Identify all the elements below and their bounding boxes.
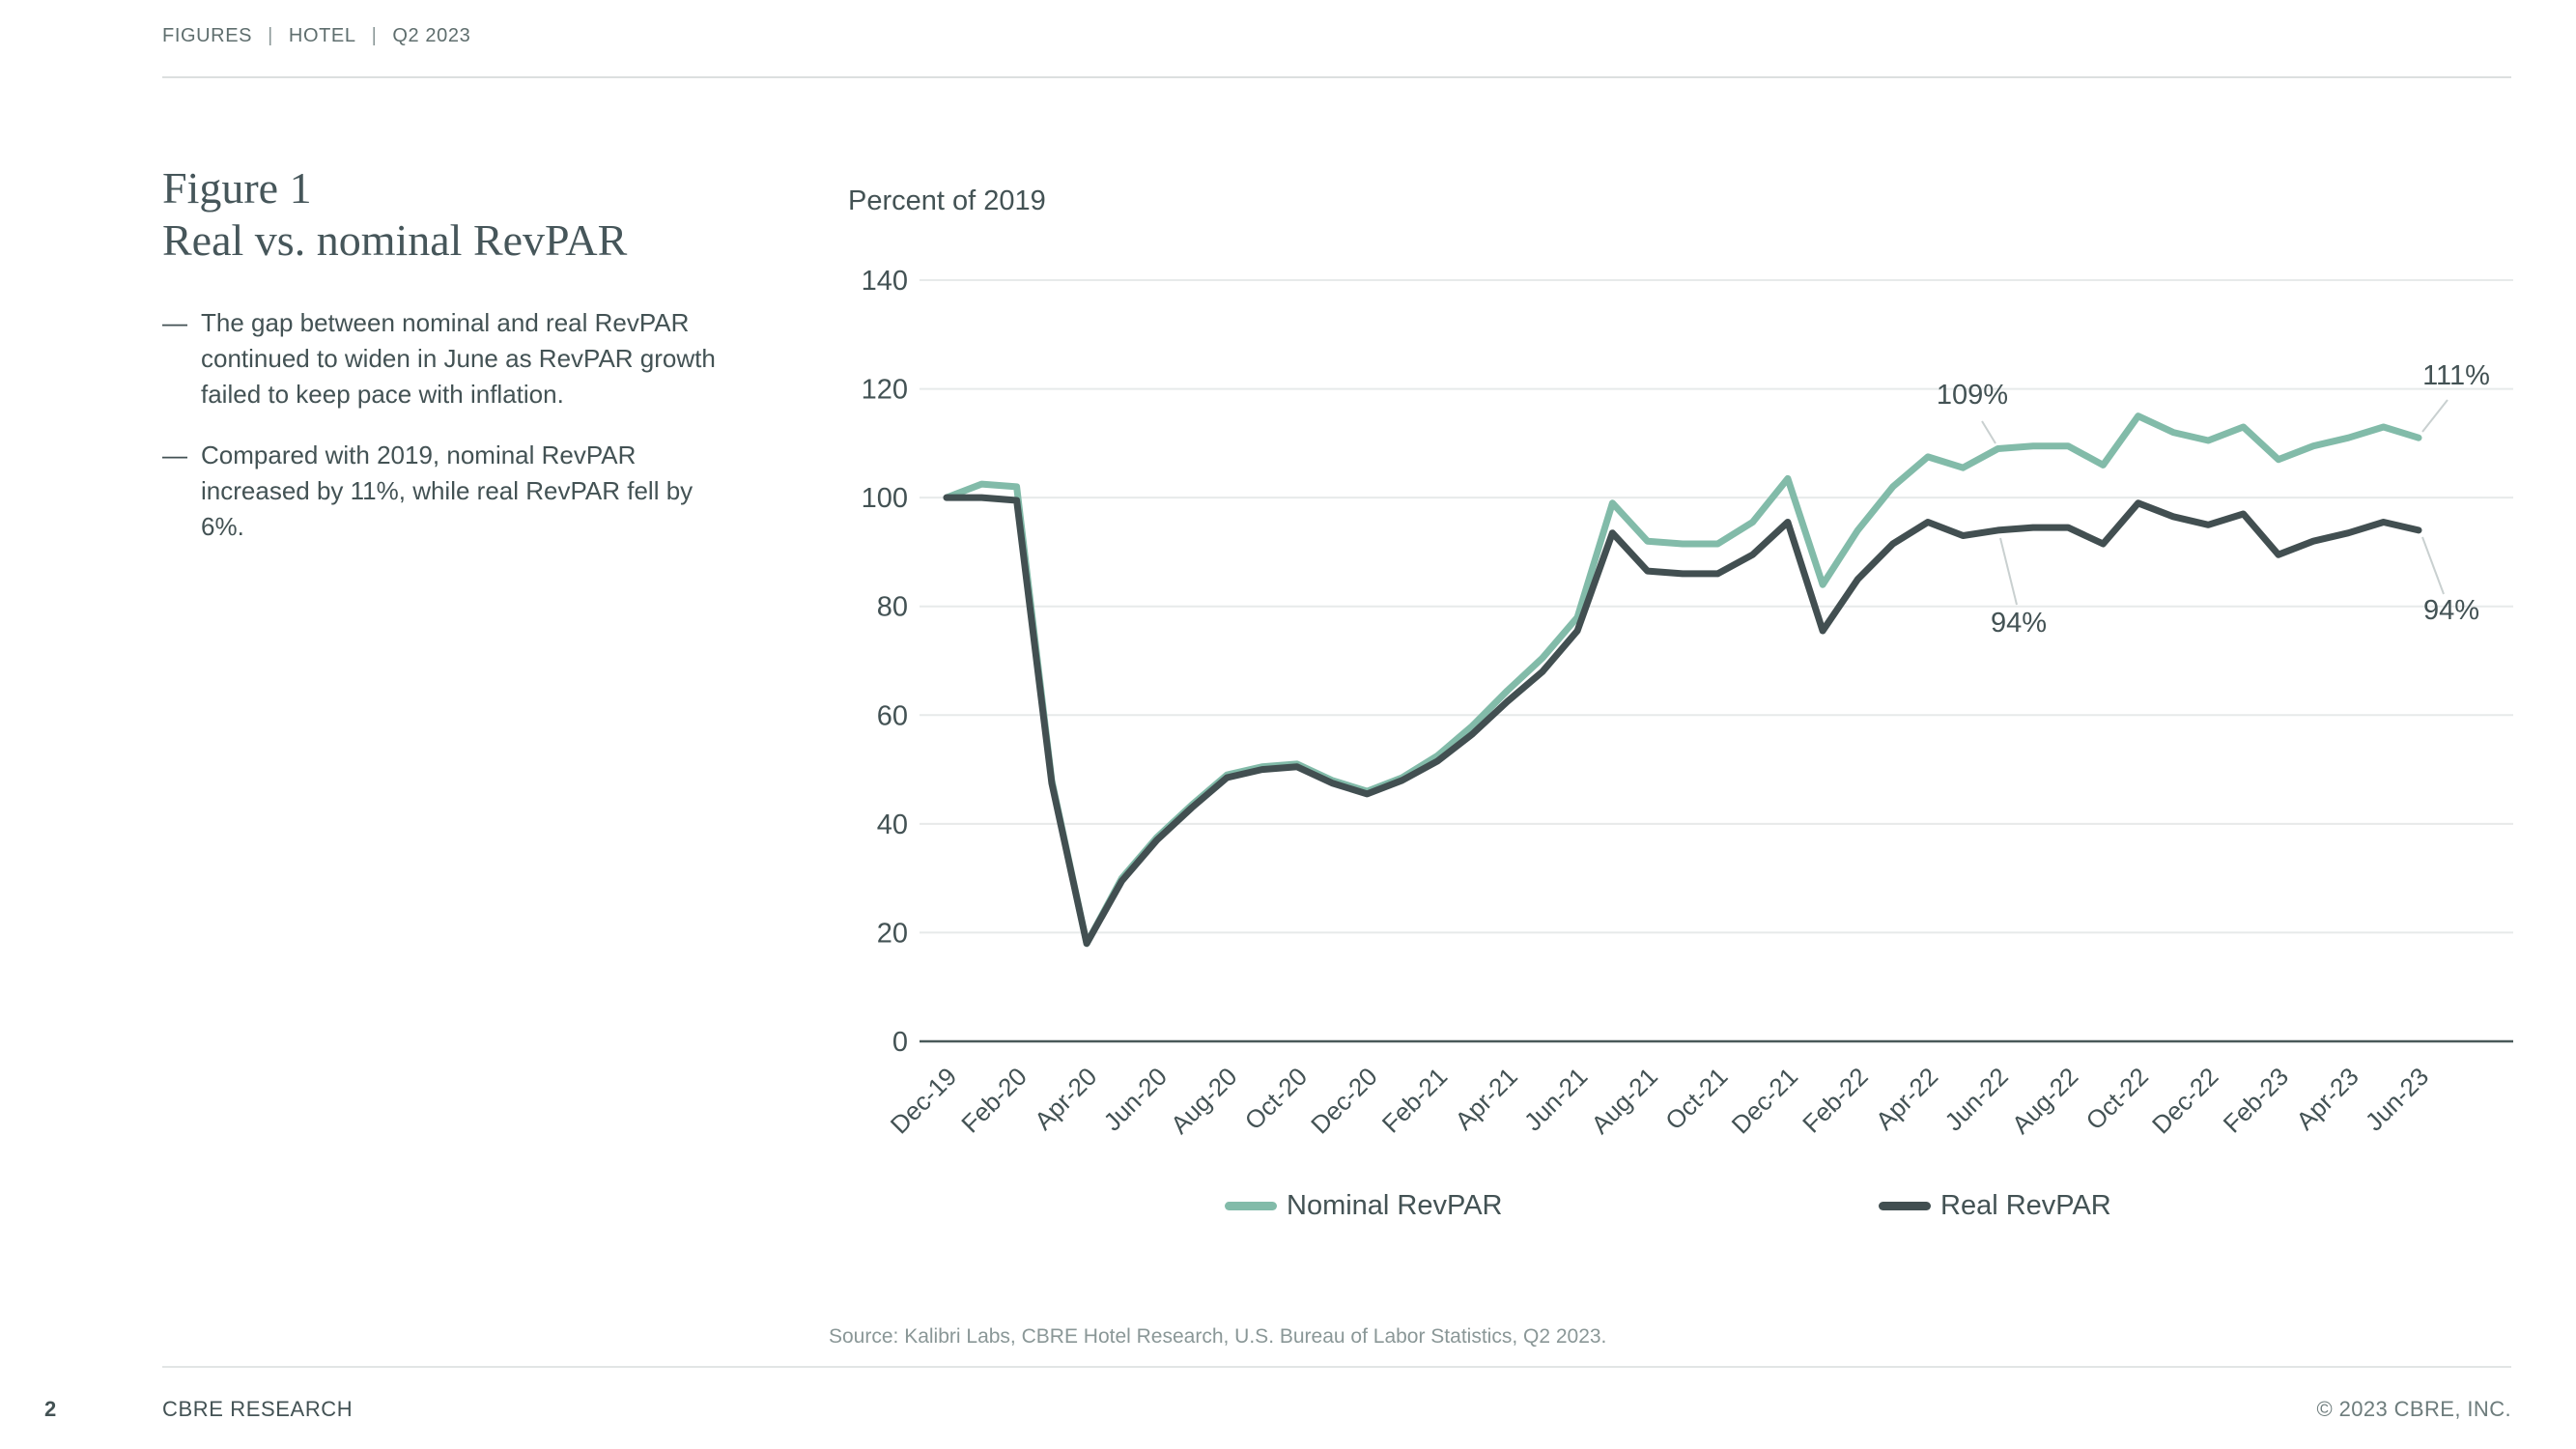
x-tick-label: Dec-21 — [1726, 1062, 1803, 1139]
x-tick-label: Oct-22 — [2081, 1062, 2154, 1135]
y-tick-label: 100 — [862, 483, 908, 514]
figure-text-block: Figure 1 Real vs. nominal RevPAR — The g… — [162, 162, 742, 545]
x-tick-label: Oct-21 — [1659, 1062, 1733, 1135]
bullet-text: The gap between nominal and real RevPAR … — [201, 308, 716, 409]
bullet-item: — Compared with 2019, nominal RevPAR inc… — [162, 438, 742, 545]
source-note: Source: Kalibri Labs, CBRE Hotel Researc… — [829, 1325, 1607, 1348]
breadcrumb-item-figures: FIGURES — [162, 25, 253, 46]
x-tick-label: Dec-19 — [885, 1062, 962, 1139]
nominal-revpar-line — [943, 412, 2422, 948]
x-tick-label: Aug-21 — [1585, 1062, 1662, 1139]
x-tick-label: Apr-21 — [1449, 1062, 1522, 1135]
chart-axis-title: Percent of 2019 — [848, 185, 1046, 216]
x-tick-label: Feb-20 — [955, 1062, 1032, 1138]
legend-item-nominal: Nominal RevPAR — [1225, 1190, 1502, 1221]
y-tick-label: 60 — [877, 700, 908, 731]
breadcrumb-item-quarter: Q2 2023 — [392, 25, 471, 46]
figure-number: Figure 1 — [162, 163, 312, 213]
x-tick-label: Jun-21 — [1518, 1062, 1593, 1136]
breadcrumb-separator: | — [268, 25, 273, 46]
nominal-line-swatch — [1225, 1201, 1277, 1210]
footer-divider — [162, 1366, 2511, 1368]
x-tick-label: Oct-20 — [1239, 1062, 1313, 1135]
y-tick-label: 40 — [877, 810, 908, 840]
legend-label-real: Real RevPAR — [1940, 1189, 2111, 1221]
bullet-text: Compared with 2019, nominal RevPAR incre… — [201, 440, 694, 541]
annotation-leader-line — [1981, 420, 1996, 444]
annotation-label: 111% — [2422, 360, 2490, 391]
x-tick-label: Dec-22 — [2146, 1062, 2223, 1139]
x-tick-label: Jun-22 — [1939, 1062, 2013, 1136]
x-tick-label: Apr-23 — [2290, 1062, 2364, 1135]
x-tick-label: Apr-22 — [1870, 1062, 1943, 1135]
y-tick-label: 140 — [862, 266, 908, 297]
x-tick-label: Dec-20 — [1305, 1062, 1382, 1139]
annotation-leader-line — [1999, 537, 2018, 606]
page-number: 2 — [44, 1397, 57, 1421]
annotation-label: 94% — [1991, 608, 2047, 639]
real-revpar-line — [943, 494, 2422, 948]
y-tick-label: 80 — [877, 592, 908, 623]
x-tick-label: Aug-22 — [2006, 1062, 2083, 1139]
y-tick-label: 120 — [862, 375, 908, 406]
annotation-leader-line — [2421, 399, 2449, 433]
figure-bullets: — The gap between nominal and real RevPA… — [162, 305, 742, 545]
y-tick-label: 0 — [892, 1027, 908, 1058]
breadcrumb-separator: | — [371, 25, 378, 46]
breadcrumb: FIGURES | HOTEL | Q2 2023 — [162, 25, 470, 47]
x-tick-label: Jun-23 — [2360, 1062, 2434, 1136]
annotation-label: 94% — [2423, 595, 2479, 626]
bullet-dash: — — [162, 440, 187, 469]
bullet-dash: — — [162, 308, 187, 337]
footer-copyright: © 2023 CBRE, INC. — [2316, 1397, 2511, 1421]
x-tick-label: Aug-20 — [1165, 1062, 1242, 1139]
breadcrumb-item-hotel: HOTEL — [288, 25, 356, 46]
x-tick-label: Apr-20 — [1029, 1062, 1102, 1135]
footer-brand: CBRE RESEARCH — [162, 1397, 354, 1421]
real-line-swatch — [1879, 1201, 1931, 1210]
y-tick-label: 20 — [877, 918, 908, 949]
x-tick-label: Feb-23 — [2218, 1062, 2294, 1138]
annotation-leader-line — [2421, 536, 2445, 595]
bullet-item: — The gap between nominal and real RevPA… — [162, 305, 742, 412]
x-tick-label: Jun-20 — [1098, 1062, 1173, 1136]
legend-item-real: Real RevPAR — [1879, 1190, 2111, 1221]
legend-label-nominal: Nominal RevPAR — [1287, 1189, 1503, 1221]
x-tick-label: Feb-22 — [1797, 1062, 1873, 1138]
header-divider — [162, 76, 2511, 78]
x-tick-label: Feb-21 — [1376, 1062, 1453, 1138]
annotation-label: 109% — [1937, 380, 2008, 411]
figure-title: Real vs. nominal RevPAR — [162, 215, 628, 265]
